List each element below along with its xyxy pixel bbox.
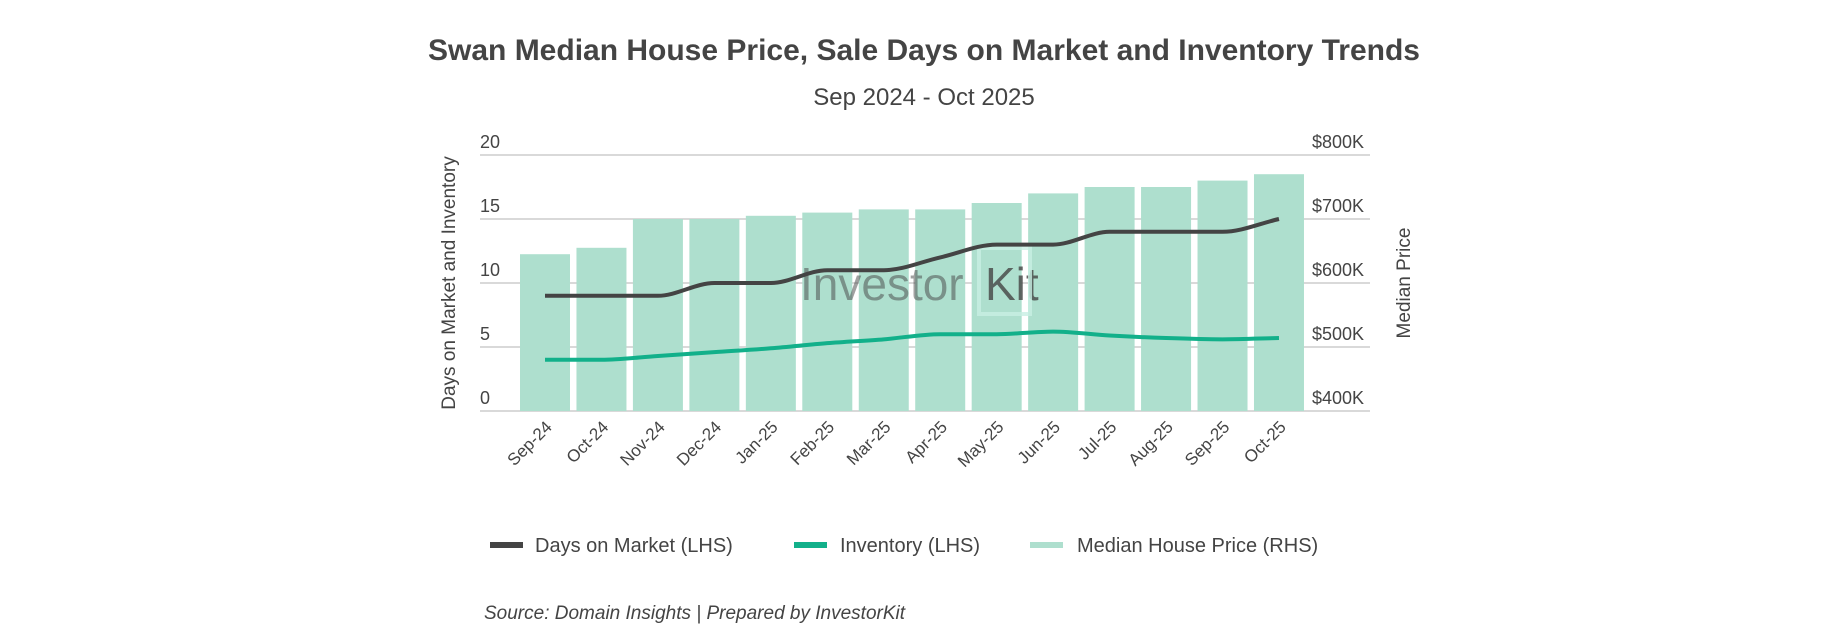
legend-item: Inventory (LHS) [794, 535, 980, 557]
bar-Aug-25 [1141, 187, 1192, 411]
legend-swatch [490, 542, 523, 548]
x-tick-label: May-25 [954, 417, 1008, 471]
watermark-text: Investor [800, 258, 964, 310]
x-tick-label: Sep-24 [504, 417, 556, 469]
x-tick-label: Sep-25 [1181, 417, 1233, 469]
bar-Feb-25 [802, 212, 853, 411]
x-tick-label: Dec-24 [673, 417, 725, 469]
bar-Nov-24 [632, 219, 683, 411]
y-left-tick-label: 10 [480, 260, 500, 280]
watermark: Investor Kit [800, 246, 1039, 316]
y-left-axis-title: Days on Market and Inventory [439, 156, 460, 410]
legend-label: Days on Market (LHS) [535, 535, 733, 557]
line-inventory [544, 329, 1280, 362]
bar-Jul-25 [1084, 187, 1135, 411]
bar-Oct-24 [576, 247, 627, 411]
bar-Sep-25 [1197, 180, 1248, 411]
x-tick-label: Apr-25 [902, 417, 952, 467]
y-left-tick-label: 5 [480, 324, 490, 344]
x-tick-label: Oct-24 [563, 417, 613, 467]
legend-swatch [1030, 542, 1063, 548]
y-right-tick-label: $800K [1312, 132, 1364, 152]
bar-Oct-25 [1253, 174, 1304, 411]
y-left-tick-label: 0 [480, 388, 490, 408]
bar-Jun-25 [1028, 193, 1079, 411]
x-tick-label: Jun-25 [1014, 417, 1064, 467]
legend-label: Inventory (LHS) [840, 535, 980, 557]
legend-item: Days on Market (LHS) [490, 535, 733, 557]
x-tick-label: Nov-24 [617, 417, 669, 469]
y-right-axis-title: Median Price [1394, 228, 1415, 339]
legend-item: Median House Price (RHS) [1030, 535, 1318, 557]
y-right-tick-label: $600K [1312, 260, 1364, 280]
bar-Sep-24 [520, 254, 570, 411]
bar-Mar-25 [858, 209, 909, 411]
x-tick-label: Oct-25 [1240, 417, 1290, 467]
legend-swatch [794, 542, 827, 548]
y-right-tick-label: $700K [1312, 196, 1364, 216]
chart-subtitle: Sep 2024 - Oct 2025 [813, 84, 1035, 111]
y-left-tick-label: 20 [480, 132, 500, 152]
bar-Dec-24 [689, 219, 740, 411]
x-tick-label: Mar-25 [843, 417, 895, 469]
line-days-on-market [545, 217, 1280, 298]
x-tick-label: Feb-25 [787, 417, 839, 469]
y-right-tick-label: $500K [1312, 324, 1364, 344]
legend-label: Median House Price (RHS) [1077, 535, 1318, 557]
x-tick-label: Aug-25 [1125, 417, 1177, 469]
bar-Jan-25 [745, 215, 796, 411]
bar-Apr-25 [915, 209, 966, 411]
x-tick-label: Jul-25 [1074, 417, 1120, 463]
source-note: Source: Domain Insights | Prepared by In… [484, 603, 906, 624]
chart-title: Swan Median House Price, Sale Days on Ma… [428, 34, 1420, 67]
x-tick-label: Jan-25 [731, 417, 781, 467]
y-right-tick-label: $400K [1312, 388, 1364, 408]
y-left-tick-label: 15 [480, 196, 500, 216]
watermark-box [977, 246, 1032, 316]
